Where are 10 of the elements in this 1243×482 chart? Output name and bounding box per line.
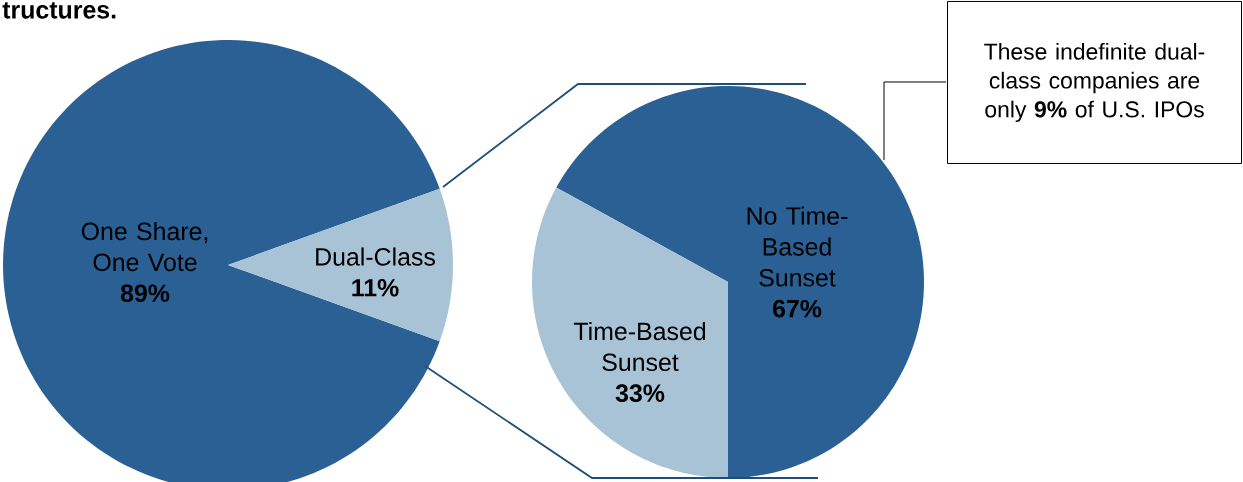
slice-label: Dual-Class bbox=[316, 247, 435, 266]
data-label: 89% bbox=[120, 284, 170, 303]
slice-label: Time-Based Sunset bbox=[573, 321, 706, 372]
data-label: 33% bbox=[615, 384, 665, 403]
slice-label: No Time-Based Sunset bbox=[747, 206, 848, 287]
data-label: 11% bbox=[352, 279, 399, 297]
chart-title: tructures. bbox=[2, 2, 116, 19]
data-label: 67% bbox=[772, 299, 822, 318]
text: These indefinite dual-class companies are only 9% of U.S. IPOs bbox=[984, 42, 1205, 123]
slice-label: One Share, One Vote bbox=[81, 221, 208, 272]
